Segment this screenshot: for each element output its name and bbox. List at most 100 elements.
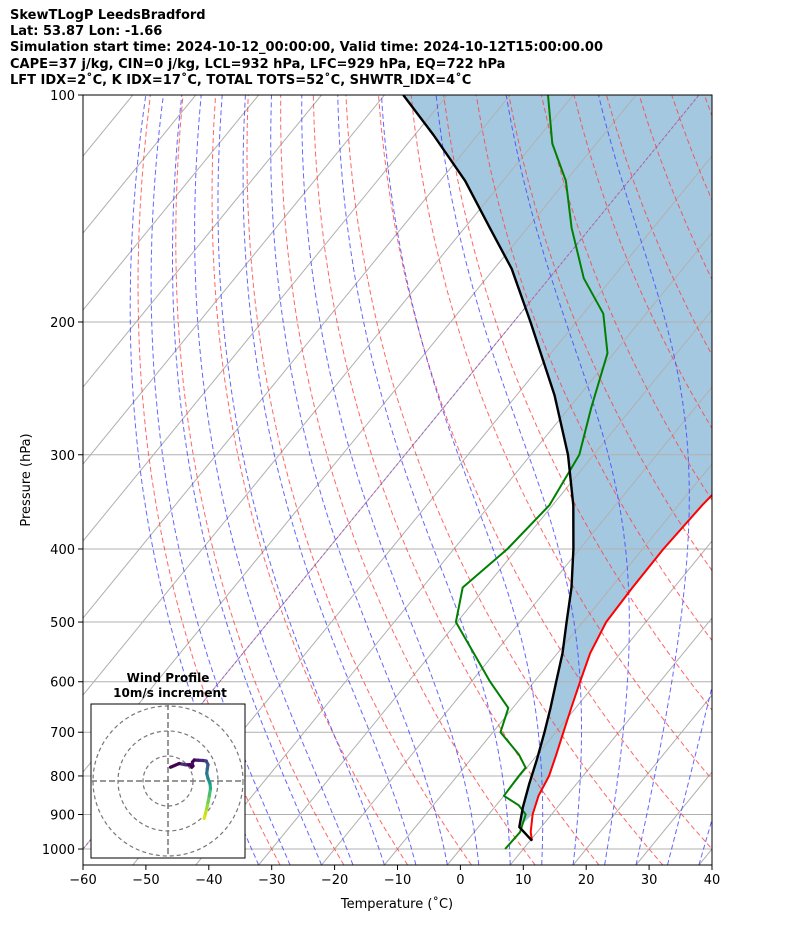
wind-barb-flag bbox=[743, 195, 744, 207]
wind-barb-flag bbox=[747, 558, 748, 570]
isotherm-line bbox=[83, 95, 448, 542]
isotherm-line bbox=[0, 95, 70, 865]
wind-barb-flag bbox=[747, 412, 748, 424]
wind-barb bbox=[711, 195, 744, 207]
moist-adiabat bbox=[194, 95, 354, 865]
wind-barb bbox=[711, 705, 746, 723]
wind-barb bbox=[711, 829, 747, 846]
wind-barb-shaft bbox=[711, 258, 712, 260]
isotherm-line bbox=[83, 95, 574, 696]
wind-barb-flag bbox=[734, 84, 735, 96]
wind-barb-flag bbox=[746, 829, 747, 841]
wind-barb-flag bbox=[747, 757, 748, 769]
wind-barbs bbox=[711, 84, 748, 853]
wind-barb bbox=[711, 811, 744, 826]
wind-barb-flag bbox=[745, 252, 746, 264]
wind-barb-flag bbox=[745, 835, 746, 847]
wind-barb-flag bbox=[741, 305, 742, 317]
wind-barb-shaft bbox=[711, 851, 712, 853]
wind-barb bbox=[711, 605, 741, 623]
wind-barb-half bbox=[733, 416, 734, 422]
axes: −60 −50 −40 −30 −20 −10 0 10 20 30 40 100 200 300 400 5… bbox=[42, 89, 720, 888]
wind-barb-flag bbox=[737, 305, 738, 317]
wind-barb bbox=[711, 145, 748, 157]
wind-barb-flag bbox=[743, 465, 744, 477]
wind-barb-flag bbox=[741, 820, 742, 832]
wind-barb-shaft bbox=[711, 154, 712, 156]
wind-barb-flag bbox=[739, 465, 740, 477]
moist-adiabat bbox=[217, 95, 385, 865]
cape-line: CAPE=37 j/kg, CIN=0 j/kg, LCL=932 hPa, L… bbox=[10, 57, 506, 72]
moist-adiabat bbox=[172, 95, 322, 865]
wind-barb-flag bbox=[743, 811, 744, 823]
y-tick-label: 500 bbox=[50, 616, 75, 631]
wind-barb-flag bbox=[746, 819, 747, 831]
wind-barb bbox=[711, 84, 748, 97]
wind-barb-shaft bbox=[711, 367, 712, 369]
wind-barb-flag bbox=[743, 85, 744, 97]
wind-barb-flag bbox=[738, 85, 739, 97]
wind-barb bbox=[711, 358, 743, 371]
isotherm-line bbox=[698, 848, 712, 865]
wind-barb-shaft bbox=[711, 420, 712, 421]
wind-barb-flag bbox=[738, 195, 739, 207]
dewpoint-line bbox=[454, 95, 609, 850]
dry-adiabat bbox=[175, 95, 345, 865]
x-tick-label: −10 bbox=[384, 873, 411, 888]
moist-adiabat bbox=[337, 95, 511, 865]
wind-barb-flag bbox=[747, 85, 748, 97]
dry-adiabat bbox=[508, 95, 712, 572]
x-tick-label: 0 bbox=[456, 873, 464, 888]
x-tick-label: 30 bbox=[641, 873, 658, 888]
wind-barb-shaft bbox=[711, 845, 712, 846]
chart-title: SkewTLogP LeedsBradford bbox=[10, 8, 206, 23]
wind-barb-shaft bbox=[711, 571, 712, 573]
wind-barb bbox=[711, 412, 748, 424]
y-tick-label: 900 bbox=[50, 809, 75, 824]
x-tick-label: −20 bbox=[321, 873, 348, 888]
isotherm-line bbox=[83, 95, 322, 388]
temperature-line bbox=[529, 493, 712, 841]
parcel-line bbox=[402, 95, 575, 842]
x-tick-label: 20 bbox=[578, 873, 595, 888]
wind-barb-shaft bbox=[711, 313, 712, 315]
wind-barb-flag bbox=[743, 559, 744, 571]
wind-barb-flag bbox=[740, 605, 741, 617]
dry-adiabat bbox=[312, 95, 600, 865]
wind-barb bbox=[711, 819, 747, 836]
wind-barb-flag bbox=[738, 358, 739, 370]
wind-barb bbox=[711, 813, 712, 815]
dry-adiabat bbox=[137, 95, 281, 865]
x-tick-label: −40 bbox=[195, 873, 222, 888]
wind-barb-flag bbox=[743, 652, 744, 664]
hodograph-segment bbox=[168, 761, 181, 769]
y-tick-label: 100 bbox=[50, 89, 75, 104]
moist-adiabat bbox=[698, 818, 712, 865]
hodograph-inset: Wind Profile 10m/s increment bbox=[90, 671, 246, 859]
wind-barb-flag bbox=[736, 251, 737, 263]
x-axis-label: Temperature (˚C) bbox=[340, 896, 453, 912]
wind-barb-flag bbox=[745, 705, 746, 717]
dry-adiabat bbox=[345, 95, 664, 865]
y-tick-label: 300 bbox=[50, 449, 75, 464]
moist-adiabat bbox=[270, 95, 448, 865]
dry-adiabat bbox=[703, 95, 712, 118]
wind-barb-flag bbox=[747, 145, 748, 157]
wind-barb-flag bbox=[740, 706, 741, 718]
dry-adiabat bbox=[769, 95, 794, 865]
wind-barb-shaft bbox=[711, 475, 712, 477]
y-tick-label: 200 bbox=[50, 316, 75, 331]
location-line: Lat: 53.87 Lon: -1.66 bbox=[10, 24, 163, 39]
y-tick-label: 800 bbox=[50, 770, 75, 785]
isotherm-line bbox=[572, 694, 712, 865]
isotherm-line bbox=[321, 386, 712, 865]
wind-barb-flag bbox=[742, 359, 743, 371]
isotherm-line bbox=[509, 617, 712, 865]
y-tick-label: 600 bbox=[50, 676, 75, 691]
wind-barb-flag bbox=[739, 653, 740, 665]
wind-barb-shaft bbox=[711, 95, 712, 96]
y-tick-label: 400 bbox=[50, 543, 75, 558]
wind-barb-half bbox=[729, 150, 730, 156]
wind-barb bbox=[711, 795, 712, 796]
